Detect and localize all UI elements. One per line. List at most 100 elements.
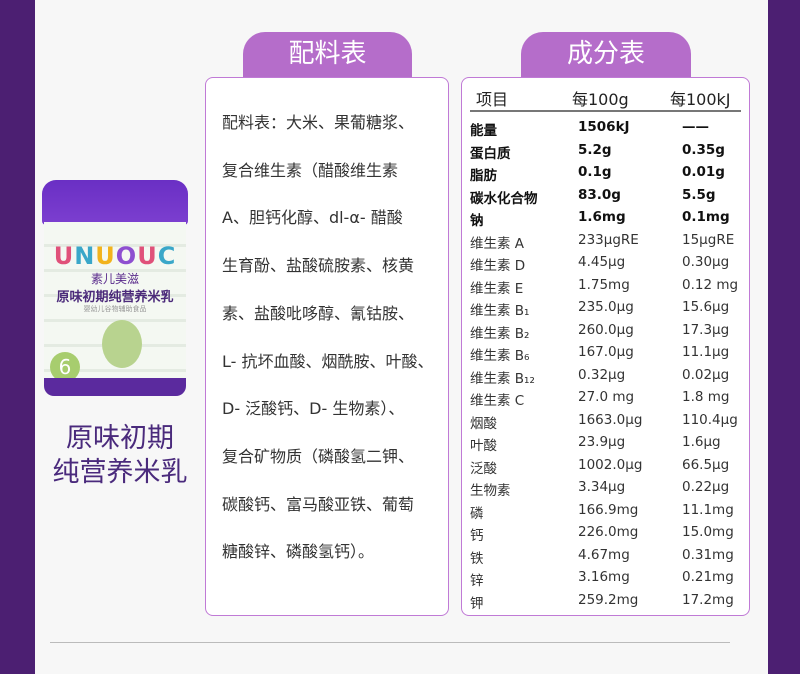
nutrient-name: 锌 xyxy=(470,573,484,589)
value-per-100kj: —— xyxy=(682,119,709,135)
nutrient-name: 烟酸 xyxy=(470,415,497,432)
value-per-100g: 1663.0μg xyxy=(578,411,643,428)
ingredients-tab: 配料表 xyxy=(243,32,412,78)
value-per-100kj: 15μgRE xyxy=(682,231,735,248)
nutrition-tab: 成分表 xyxy=(521,32,691,78)
product-title-line1: 原味初期 xyxy=(66,423,174,454)
nutrient-name: 碳水化合物 xyxy=(470,190,538,207)
value-per-100g: 4.67mg xyxy=(578,546,630,563)
value-per-100g: 260.0μg xyxy=(578,321,634,338)
header-per-100g: 每100g xyxy=(572,90,629,109)
ingredients-panel: 配料表：大米、果葡糖浆、 复合维生素（醋酸维生素 A、胆钙化醇、dl-α- 醋酸 生育… xyxy=(205,77,449,616)
nutrient-name: 维生素 B₂ xyxy=(470,325,530,342)
value-per-100g: 1002.0μg xyxy=(578,456,643,473)
value-per-100g: 0.1g xyxy=(578,164,612,180)
table-row: 锌 3.16mg 0.21mg xyxy=(462,569,749,591)
nutrient-name: 蛋白质 xyxy=(470,145,511,162)
left-background-strip xyxy=(0,0,35,674)
can-lid xyxy=(42,180,188,225)
value-per-100g: 3.34μg xyxy=(578,479,626,495)
value-per-100kj: 66.5μg xyxy=(682,456,730,473)
value-per-100kj: 5.5g xyxy=(682,186,716,203)
value-per-100g: 4.45μg xyxy=(578,254,626,270)
nutrient-name: 维生素 D xyxy=(470,258,526,274)
nutrient-name: 钠 xyxy=(470,213,484,229)
ingredient-line: 配料表：大米、果葡糖浆、 xyxy=(222,113,415,132)
value-per-100kj: 0.01g xyxy=(682,164,725,180)
value-per-100g: 1.75mg xyxy=(578,276,630,293)
ingredient-line: L- 抗坏血酸、烟酰胺、叶酸、 xyxy=(222,351,434,371)
product-can-image: UNUOUC 素儿美滋 原味初期纯营养米乳 婴幼儿谷物辅助食品 6 xyxy=(42,180,188,402)
table-row: 铁 4.67mg 0.31mg xyxy=(462,547,749,569)
table-row: 生物素 3.34μg 0.22μg xyxy=(462,479,749,501)
table-row: 叶酸 23.9μg 1.6μg xyxy=(462,434,749,456)
ingredient-line: 碳酸钙、富马酸亚铁、葡萄 xyxy=(222,494,415,514)
value-per-100g: 27.0 mg xyxy=(578,389,635,405)
value-per-100g: 226.0mg xyxy=(578,524,639,540)
table-row: 维生素 A 233μgRE 15μgRE xyxy=(462,232,749,254)
nutrient-name: 磷 xyxy=(470,505,484,522)
value-per-100g: 83.0g xyxy=(578,186,621,203)
ingredient-line: A、胆钙化醇、dl-α- 醋酸 xyxy=(222,208,403,228)
value-per-100kj: 0.22μg xyxy=(682,479,730,495)
can-bottom-band xyxy=(44,378,186,396)
baby-illustration xyxy=(102,320,142,368)
value-per-100g: 235.0μg xyxy=(578,299,634,315)
value-per-100kj: 0.12 mg xyxy=(682,276,739,293)
value-per-100kj: 1.8 mg xyxy=(682,389,730,405)
value-per-100kj: 0.31mg xyxy=(682,546,734,563)
nutrient-name: 能量 xyxy=(470,123,497,139)
table-row: 维生素 B₆ 167.0μg 11.1μg xyxy=(462,344,749,366)
value-per-100kj: 0.35g xyxy=(682,141,725,158)
ingredient-line: 复合矿物质（磷酸氢二钾、 xyxy=(222,446,415,466)
can-brand: 素儿美滋 xyxy=(90,272,139,286)
ingredient-line: 素、盐酸吡哆醇、氰钴胺、 xyxy=(222,303,415,323)
nutrient-name: 叶酸 xyxy=(470,438,497,454)
value-per-100kj: 17.3μg xyxy=(682,321,730,338)
nutrient-name: 钙 xyxy=(470,528,484,544)
can-subtitle: 婴幼儿谷物辅助食品 xyxy=(83,305,147,313)
table-row: 维生素 B₁ 235.0μg 15.6μg xyxy=(462,299,749,321)
table-row: 维生素 D 4.45μg 0.30μg xyxy=(462,254,749,276)
value-per-100g: 259.2mg xyxy=(578,591,639,608)
nutrient-name: 钾 xyxy=(470,595,484,612)
brand-logo: UNUOUC xyxy=(53,242,177,270)
value-per-100kj: 11.1μg xyxy=(682,344,730,360)
nutrient-name: 维生素 E xyxy=(470,280,524,297)
stage-badge: 6 xyxy=(50,352,80,382)
value-per-100kj: 1.6μg xyxy=(682,434,721,450)
ingredient-line: D- 泛酸钙、D- 生物素）、 xyxy=(222,399,405,419)
nutrient-name: 维生素 B₆ xyxy=(470,348,530,364)
header-per-100kj: 每100kJ xyxy=(670,90,731,109)
table-row: 钾 259.2mg 17.2mg xyxy=(462,592,749,614)
table-row: 维生素 E 1.75mg 0.12 mg xyxy=(462,277,749,299)
table-row: 烟酸 1663.0μg 110.4μg xyxy=(462,412,749,434)
value-per-100kj: 0.02μg xyxy=(682,366,730,383)
value-per-100kj: 11.1mg xyxy=(682,501,734,518)
value-per-100kj: 0.30μg xyxy=(682,254,730,270)
header-item: 项目 xyxy=(476,90,509,109)
value-per-100kj: 15.0mg xyxy=(682,524,734,540)
value-per-100kj: 0.21mg xyxy=(682,569,734,585)
nutrient-name: 维生素 A xyxy=(470,235,525,252)
can-product-name: 原味初期纯营养米乳 xyxy=(56,290,174,305)
value-per-100kj: 15.6μg xyxy=(682,299,730,315)
table-row: 钠 1.6mg 0.1mg xyxy=(462,209,749,231)
nutrient-name: 脂肪 xyxy=(470,168,497,184)
ingredient-line: 生育酚、盐酸硫胺素、核黄 xyxy=(222,256,415,276)
right-background-strip xyxy=(768,0,800,674)
table-row: 钙 226.0mg 15.0mg xyxy=(462,524,749,546)
table-row: 能量 1506kJ —— xyxy=(462,119,749,141)
table-row: 磷 166.9mg 11.1mg xyxy=(462,502,749,524)
table-row: 泛酸 1002.0μg 66.5μg xyxy=(462,457,749,479)
nutrition-table: 项目 每100g 每100kJ 能量 1506kJ —— 蛋白质 5.2g 0.35g 脂肪… xyxy=(461,77,750,616)
value-per-100kj: 0.1mg xyxy=(682,209,730,225)
value-per-100g: 0.32μg xyxy=(578,366,626,383)
value-per-100kj: 110.4μg xyxy=(682,411,738,428)
nutrient-name: 泛酸 xyxy=(470,460,497,477)
nutrient-name: 铁 xyxy=(470,550,484,567)
product-title-line2: 纯营养米乳 xyxy=(52,457,188,488)
value-per-100g: 3.16mg xyxy=(578,569,630,585)
ingredient-line: 糖酸锌、磷酸氢钙）。 xyxy=(222,542,375,562)
value-per-100g: 166.9mg xyxy=(578,501,639,518)
